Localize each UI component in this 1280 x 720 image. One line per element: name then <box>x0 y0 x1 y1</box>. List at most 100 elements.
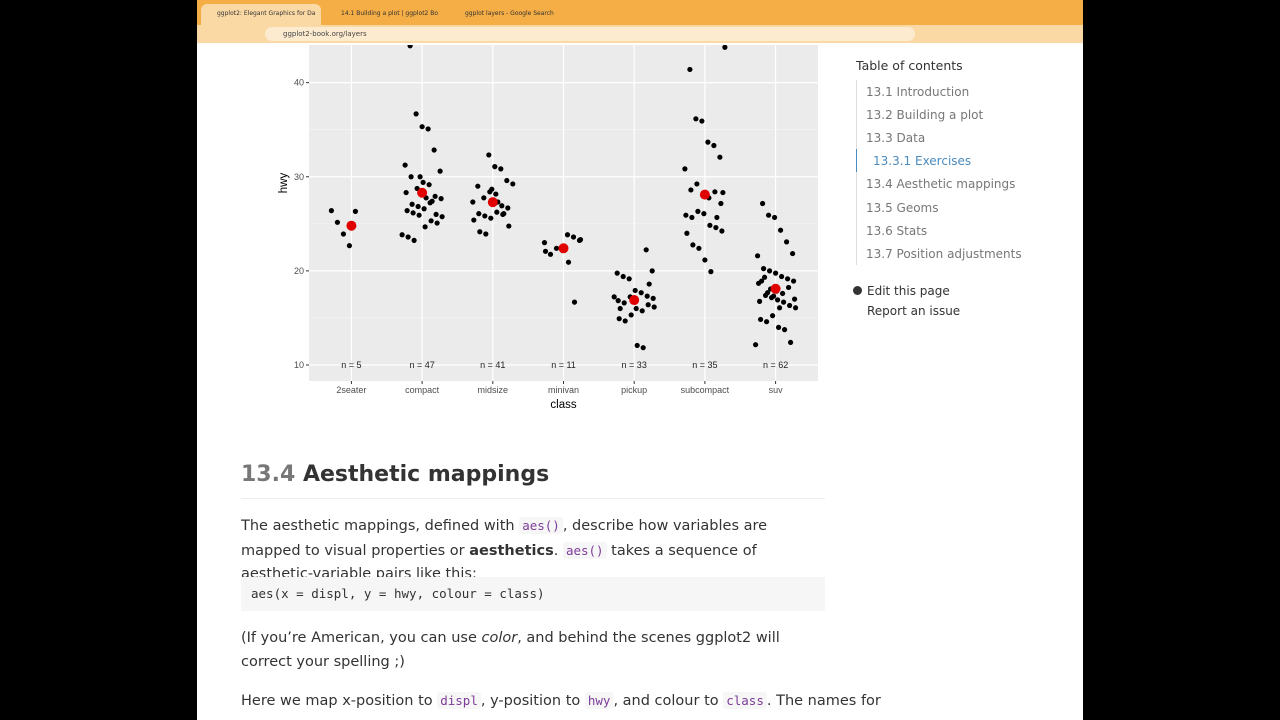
point <box>488 215 494 221</box>
point <box>477 229 483 235</box>
paragraph: Here we map x-position to displ, y-posit… <box>241 689 881 714</box>
toc-item[interactable]: 13.6 Stats <box>866 223 928 238</box>
point <box>781 327 788 333</box>
point <box>789 250 796 257</box>
point <box>701 211 707 217</box>
point <box>429 198 435 204</box>
toc-item[interactable]: 13.4 Aesthetic mappings <box>866 177 1016 192</box>
point <box>470 199 476 205</box>
mean-point <box>417 187 428 198</box>
toc-item[interactable]: 13.7 Position adjustments <box>866 246 1022 261</box>
point <box>705 139 711 145</box>
point <box>404 208 410 214</box>
y-tick-label: 10 <box>294 360 304 370</box>
x-tick-label: minivan <box>548 385 579 395</box>
address-bar: ggplot2-book.org/layers <box>197 25 1083 43</box>
point <box>720 189 726 196</box>
toc-item[interactable]: 13.3 Data <box>866 131 926 146</box>
point <box>481 195 487 201</box>
point <box>785 284 792 291</box>
point <box>759 200 766 207</box>
toc-item[interactable]: 13.3.1 Exercises <box>873 154 972 169</box>
point <box>693 116 699 122</box>
point <box>708 269 714 275</box>
count-label: n = 62 <box>763 360 788 370</box>
text-run: color <box>481 630 518 646</box>
point <box>687 66 693 73</box>
point <box>422 224 428 230</box>
point <box>570 234 577 240</box>
browser-tab[interactable]: 14.1 Building a plot | ggplot2 Bo <box>341 10 439 17</box>
point <box>766 268 773 274</box>
point <box>644 293 650 299</box>
toc-title: Table of contents <box>856 58 963 73</box>
point <box>792 305 799 311</box>
point <box>722 45 728 50</box>
point <box>688 187 694 193</box>
point <box>553 245 560 251</box>
text-run: Here we map x-position to <box>241 693 438 709</box>
point <box>409 201 415 207</box>
point <box>646 281 652 287</box>
point <box>761 274 768 280</box>
toc-rule <box>856 80 857 265</box>
mean-point <box>629 295 640 306</box>
point <box>752 342 759 348</box>
point <box>787 339 794 346</box>
point <box>769 313 776 319</box>
point <box>510 181 516 187</box>
point <box>346 243 353 249</box>
point <box>439 214 445 220</box>
point <box>777 227 784 233</box>
point <box>505 205 511 211</box>
toc-link[interactable]: Report an issue <box>867 304 961 318</box>
point <box>405 234 411 240</box>
point <box>428 218 434 224</box>
point <box>760 266 767 272</box>
point <box>433 211 439 218</box>
text-run: aes() <box>519 517 563 534</box>
text-run: , describe how variables are mapped to v… <box>241 518 768 559</box>
point <box>340 231 347 237</box>
point <box>633 305 639 312</box>
x-tick-label: subcompact <box>681 385 730 395</box>
point <box>352 208 359 214</box>
toc-item[interactable]: 13.5 Geoms <box>866 200 939 215</box>
url-field[interactable]: ggplot2-book.org/layers <box>265 27 915 41</box>
x-tick-label: suv <box>769 385 784 395</box>
toc-item[interactable]: 13.2 Building a plot <box>866 108 984 123</box>
mean-point <box>558 243 569 254</box>
toc-link[interactable]: Edit this page <box>867 284 950 298</box>
point <box>776 305 783 311</box>
mean-point <box>487 197 498 208</box>
browser-tab[interactable]: ggplot2: Elegant Graphics for Da <box>201 4 321 25</box>
point <box>719 228 725 234</box>
toc-item[interactable]: 13.1 Introduction <box>866 85 970 99</box>
point <box>628 312 634 318</box>
point <box>713 224 719 231</box>
point <box>714 214 720 221</box>
point <box>483 231 489 237</box>
y-axis-title: hwy <box>278 173 290 194</box>
point <box>506 223 512 229</box>
y-tick-label: 20 <box>294 266 304 276</box>
github-icon <box>853 286 862 295</box>
point <box>690 242 696 248</box>
point <box>783 239 790 245</box>
toc-active-bar <box>856 149 857 173</box>
point <box>689 214 695 221</box>
point <box>475 183 481 189</box>
point <box>717 154 723 160</box>
text-run: hwy <box>584 692 614 709</box>
point <box>712 189 718 195</box>
point <box>702 257 708 263</box>
point <box>565 259 572 265</box>
point <box>775 324 782 330</box>
point <box>437 168 443 174</box>
point <box>564 232 571 238</box>
point <box>639 308 645 314</box>
code-text: aes(x = displ, y = hwy, colour = class) <box>251 586 545 601</box>
point <box>780 299 787 305</box>
browser-tab[interactable]: ggplot layers - Google Search <box>465 10 554 17</box>
